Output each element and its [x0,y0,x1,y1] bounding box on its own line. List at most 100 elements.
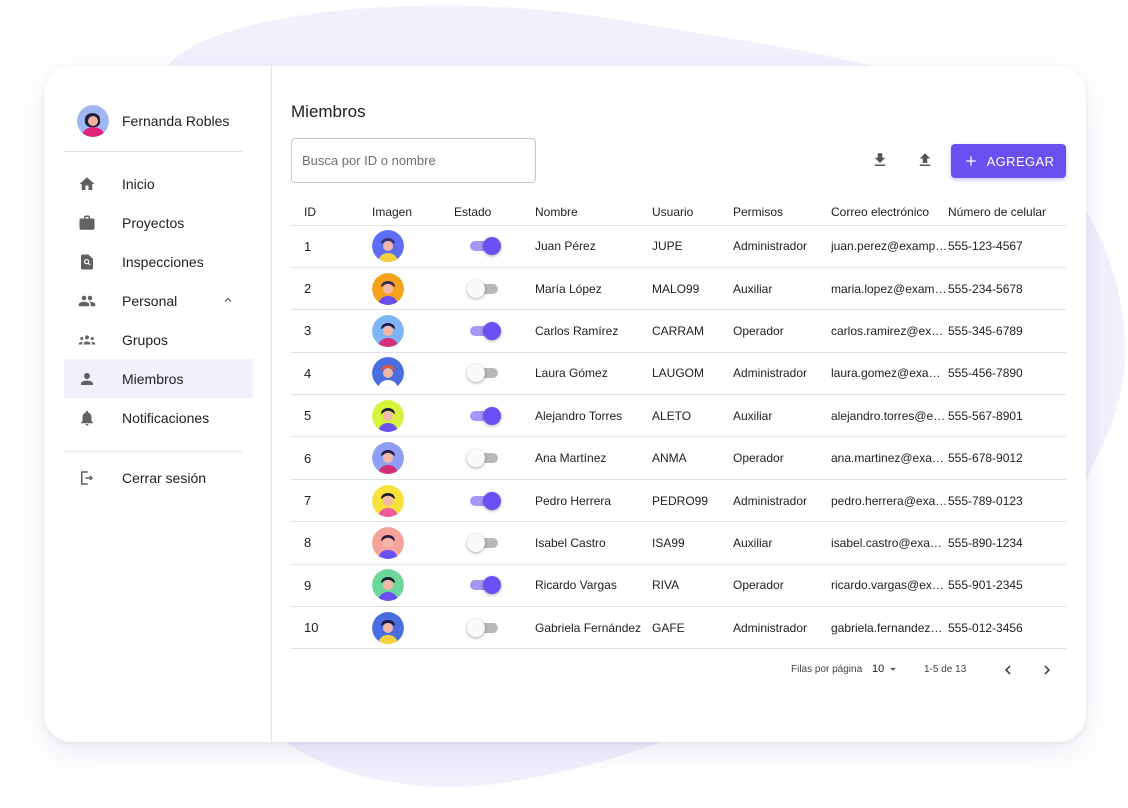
add-member-button[interactable]: AGREGAR [951,144,1066,178]
cell-username: LAUGOM [652,352,733,396]
logout-button[interactable]: Cerrar sesión [64,458,253,497]
cell-username: ALETO [652,394,733,438]
cell-email: juan.perez@example.com [831,225,948,268]
column-header-correo[interactable]: Correo electrónico [831,200,948,226]
cell-id: 8 [291,521,372,565]
cell-email: ana.martinez@example.com [831,436,948,480]
cell-email: gabriela.fernandez@example.com [831,606,948,650]
cell-id: 5 [291,394,372,438]
status-toggle[interactable] [467,363,501,383]
table-row[interactable]: 5 Alejandro Torres ALETO Auxiliar alejan… [291,394,1066,438]
status-toggle[interactable] [467,279,501,299]
page-title: Miembros [291,102,366,121]
table-row[interactable]: 7 Pedro Herrera PEDRO99 Administrador pe… [291,479,1066,523]
table-row[interactable]: 10 Gabriela Fernández GAFE Administrador… [291,606,1066,650]
status-toggle[interactable] [467,321,501,341]
person-icon [78,370,96,388]
next-page-button[interactable] [1037,660,1057,680]
table-row[interactable]: 3 Carlos Ramírez CARRAM Operador carlos.… [291,309,1066,353]
bell-icon [78,409,96,427]
main-content: Miembros AGREGAR ID Imagen Estado Nombre [291,66,1067,742]
rows-per-page-label: Filas por página [791,664,863,675]
column-header-imagen[interactable]: Imagen [372,200,454,226]
cell-name: María López [535,267,652,311]
search-input[interactable] [291,138,536,183]
table-row[interactable]: 8 Isabel Castro ISA99 Auxiliar isabel.ca… [291,521,1066,565]
cell-permissions: Operador [733,564,831,608]
cell-image [372,352,454,396]
upload-button[interactable] [915,150,935,170]
sidebar-item-inicio[interactable]: Inicio [64,164,253,203]
sidebar-item-grupos[interactable]: Grupos [64,320,253,359]
toggle-thumb [483,237,501,256]
cell-permissions: Auxiliar [733,267,831,311]
member-avatar [372,611,404,644]
sidebar-nav: Inicio Proyectos Inspecciones Personal G… [64,164,253,437]
member-avatar [372,484,404,517]
sidebar-item-proyectos[interactable]: Proyectos [64,203,253,242]
cell-username: PEDRO99 [652,479,733,523]
user-profile[interactable]: Fernanda Robles [77,105,229,137]
status-toggle[interactable] [467,618,501,638]
table-row[interactable]: 9 Ricardo Vargas RIVA Operador ricardo.v… [291,564,1066,608]
cell-image [372,309,454,353]
cell-name: Carlos Ramírez [535,309,652,353]
previous-page-button[interactable] [998,660,1018,680]
download-button[interactable] [870,150,890,170]
cell-email: pedro.herrera@example.com [831,479,948,523]
toggle-thumb [467,364,485,383]
cell-name: Isabel Castro [535,521,652,565]
column-header-permisos[interactable]: Permisos [733,200,831,226]
cell-permissions: Auxiliar [733,394,831,438]
status-toggle[interactable] [467,575,501,595]
groups-icon [78,331,96,349]
table-row[interactable]: 1 Juan Pérez JUPE Administrador juan.per… [291,225,1066,268]
cell-email: carlos.ramirez@example.com [831,309,948,353]
table-header-row: ID Imagen Estado Nombre Usuario Permisos… [291,200,1066,226]
chevron-up-icon[interactable] [221,293,235,307]
member-avatar [372,272,404,305]
status-toggle[interactable] [467,236,501,256]
column-header-celular[interactable]: Número de celular [948,200,1066,226]
status-toggle[interactable] [467,533,501,553]
member-avatar [372,442,404,475]
member-avatar [372,230,404,263]
toggle-thumb [467,449,485,468]
sidebar-item-miembros[interactable]: Miembros [64,359,253,398]
logout-icon [78,469,96,487]
column-header-id[interactable]: ID [291,200,372,226]
toggle-thumb [483,321,501,340]
app-window: Fernanda Robles Inicio Proyectos Inspecc… [44,66,1086,742]
table-row[interactable]: 2 María López MALO99 Auxiliar maria.lope… [291,267,1066,311]
cell-phone: 555-901-2345 [948,564,1066,608]
table-row[interactable]: 6 Ana Martínez ANMA Operador ana.martine… [291,436,1066,480]
sidebar-item-label: Personal [122,292,178,309]
sidebar-item-notificaciones[interactable]: Notificaciones [64,398,253,437]
add-button-label: AGREGAR [986,153,1055,169]
cell-image [372,394,454,438]
cell-image [372,436,454,480]
people-icon [78,292,96,310]
sidebar-divider [64,451,242,452]
cell-status [454,225,535,268]
table-row[interactable]: 4 Laura Gómez LAUGOM Administrador laura… [291,352,1066,396]
sidebar-item-personal[interactable]: Personal [64,281,253,320]
rows-per-page-select[interactable]: 10 [872,662,900,676]
cell-phone: 555-678-9012 [948,436,1066,480]
cell-email: isabel.castro@example.com [831,521,948,565]
plus-icon [965,156,976,166]
upload-icon [919,153,931,166]
table-body: 1 Juan Pérez JUPE Administrador juan.per… [291,225,1066,650]
status-toggle[interactable] [467,448,501,468]
chevron-left-icon [1005,665,1011,675]
sidebar-item-inspecciones[interactable]: Inspecciones [64,242,253,281]
column-header-estado[interactable]: Estado [454,200,535,226]
sidebar: Fernanda Robles Inicio Proyectos Inspecc… [44,66,272,742]
status-toggle[interactable] [467,491,501,511]
cell-name: Ana Martínez [535,436,652,480]
cell-id: 6 [291,436,372,480]
column-header-nombre[interactable]: Nombre [535,200,652,226]
sidebar-item-label: Inicio [122,175,155,192]
column-header-usuario[interactable]: Usuario [652,200,733,226]
status-toggle[interactable] [467,406,501,426]
